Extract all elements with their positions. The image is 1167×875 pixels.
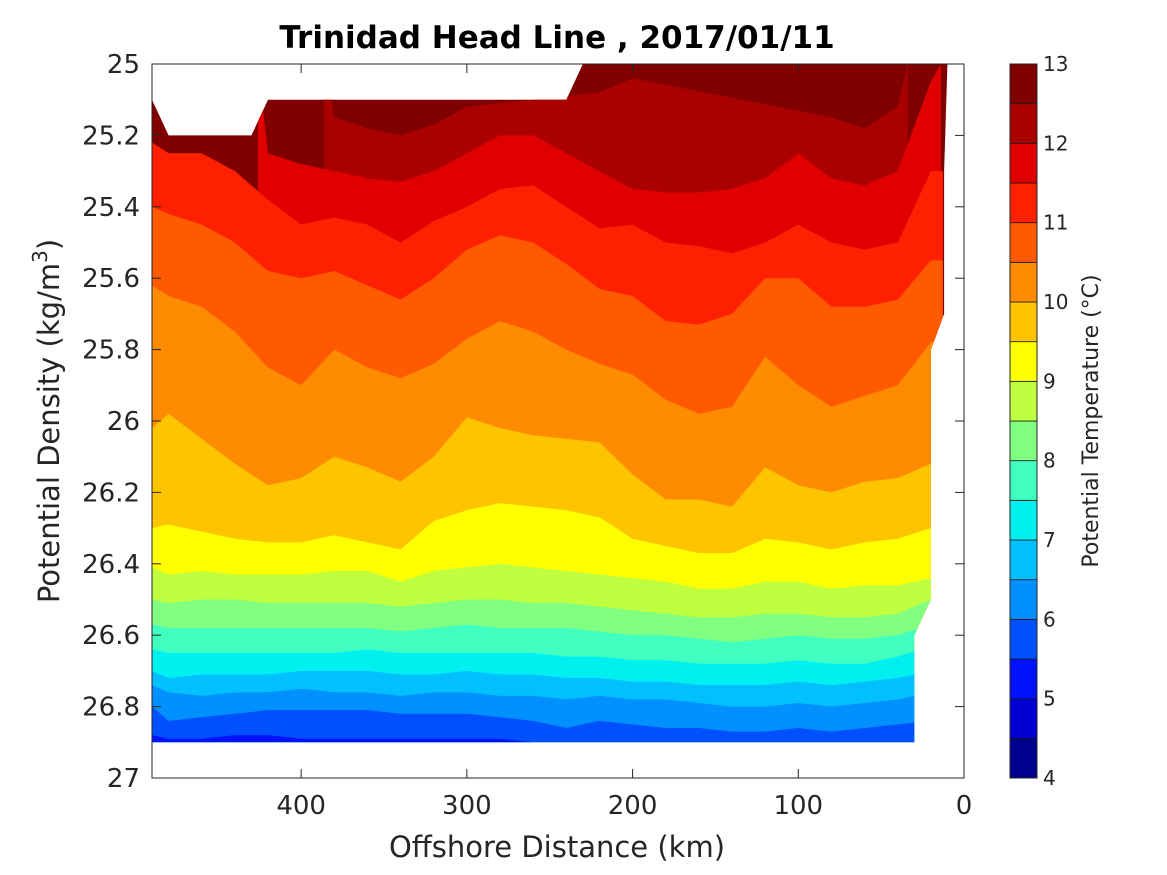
y-tick-label: 26 — [107, 407, 140, 437]
chart-title: Trinidad Head Line , 2017/01/11 — [279, 20, 834, 56]
colorbar-band — [1009, 261, 1038, 303]
colorbar — [1009, 63, 1038, 779]
x-axis-label: Offshore Distance (km) — [389, 830, 725, 864]
colorbar-band — [1009, 499, 1038, 541]
colorbar-tick-label: 13 — [1043, 52, 1068, 76]
colorbar-tick-label: 6 — [1043, 607, 1056, 631]
y-tick-label: 25.4 — [82, 193, 140, 223]
colorbar-band — [1009, 618, 1038, 660]
colorbar-band — [1009, 658, 1038, 700]
colorbar-tick-label: 11 — [1043, 211, 1068, 235]
y-tick-label: 27 — [107, 764, 140, 794]
colorbar-band — [1009, 539, 1038, 581]
colorbar-band — [1009, 579, 1038, 620]
contour-band — [152, 706, 943, 743]
colorbar-band — [1009, 420, 1038, 462]
colorbar-tick-label: 8 — [1043, 449, 1056, 473]
colorbar-tick-label: 4 — [1043, 766, 1056, 790]
colorbar-band — [1009, 737, 1038, 779]
colorbar-band — [1009, 142, 1038, 184]
contour-band — [152, 735, 943, 743]
colorbar-band — [1009, 380, 1038, 422]
colorbar-tick-label: 9 — [1043, 369, 1056, 393]
colorbar-label: Potential Temperature (°C) — [1079, 274, 1104, 567]
x-tick-label: 300 — [442, 791, 492, 821]
colorbar-tick-label: 7 — [1043, 528, 1056, 552]
y-axis-ticks: 25 25.2 25.4 25.6 25.8 26 26.2 26.4 26.6 26.8 27 — [82, 50, 964, 794]
y-tick-label: 25 — [107, 50, 140, 80]
x-tick-label: 200 — [608, 791, 658, 821]
y-axis-label: Potential Density (kg/m3) — [28, 239, 66, 603]
colorbar-band — [1009, 103, 1038, 144]
colorbar-band — [1009, 301, 1038, 343]
y-tick-label: 26.2 — [82, 478, 140, 508]
colorbar-band — [1009, 222, 1038, 263]
y-tick-label: 25.6 — [82, 264, 140, 294]
x-tick-label: 100 — [773, 791, 823, 821]
y-tick-label: 26.4 — [82, 550, 140, 580]
y-tick-label: 25.2 — [82, 121, 140, 151]
colorbar-band — [1009, 341, 1038, 382]
colorbar-tick-label: 5 — [1043, 687, 1056, 711]
colorbar-ticks: 4 5 6 7 8 9 10 11 12 13 — [1043, 52, 1068, 790]
colorbar-band — [1009, 698, 1038, 739]
x-tick-label: 400 — [276, 791, 326, 821]
colorbar-band — [1009, 460, 1038, 501]
y-tick-label: 26.8 — [82, 693, 140, 723]
colorbar-frame — [1009, 63, 1038, 779]
y-tick-label: 26.6 — [82, 621, 140, 651]
colorbar-band — [1009, 182, 1038, 224]
colorbar-tick-label: 12 — [1043, 131, 1068, 155]
colorbar-band — [1009, 63, 1038, 105]
contour-fills — [152, 64, 948, 743]
y-tick-label: 25.8 — [82, 336, 140, 366]
x-tick-label: 0 — [956, 791, 973, 821]
colorbar-tick-label: 10 — [1043, 290, 1068, 314]
x-axis-ticks: 400 300 200 100 0 — [276, 64, 972, 821]
